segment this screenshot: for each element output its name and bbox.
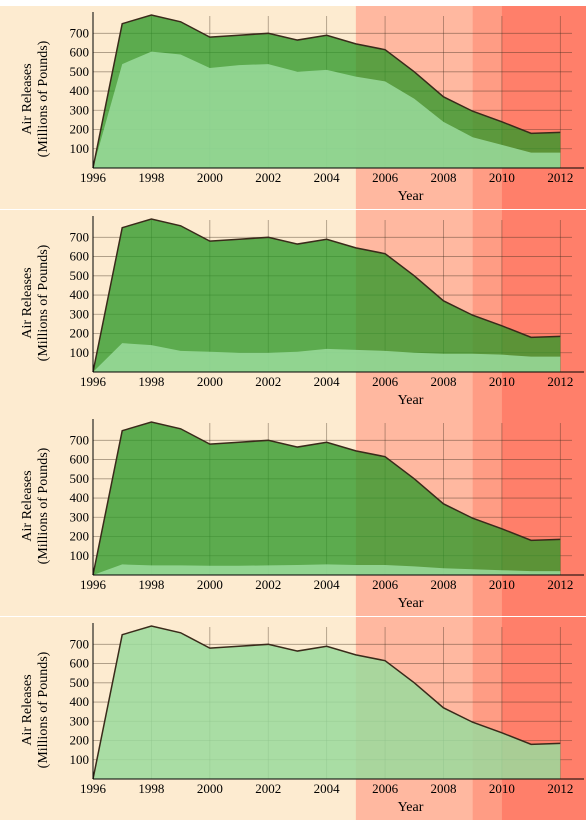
- x-tick-label: 2006: [372, 170, 399, 185]
- y-tick-label: 700: [70, 25, 90, 40]
- y-tick-label: 100: [70, 345, 90, 360]
- series-total-line: [92, 14, 561, 169]
- series-subset-area: [93, 343, 561, 372]
- x-tick-label: 2012: [547, 577, 573, 592]
- y-tick-label: 700: [70, 636, 90, 651]
- area-chart-3: 100 200 300 400 500 600 700 1996 1998 2000 2002 200…: [70, 413, 586, 616]
- x-tick-label: 2004: [314, 577, 341, 592]
- x-tick-label: 1996: [80, 781, 107, 796]
- x-tick-label: 1998: [138, 781, 164, 796]
- area-chart-4: 100 200 300 400 500 600 700 1996 1998 2000 2002 200…: [70, 617, 586, 820]
- series-total-line: [92, 218, 561, 373]
- y-axis-label: Air Releases (Millions of Pounds): [20, 447, 51, 565]
- x-tick-label: 2004: [314, 374, 341, 389]
- shaded-band-3: [501, 6, 586, 209]
- x-tick-label: 2000: [197, 781, 223, 796]
- x-tick-label: 1998: [138, 170, 164, 185]
- y-tick-label: 300: [70, 713, 90, 728]
- x-tick-label: 2002: [255, 781, 281, 796]
- series-subset-area: [93, 51, 561, 168]
- x-axis-label: Year: [398, 800, 424, 815]
- x-tick-label: 1996: [80, 374, 107, 389]
- series-total-area: [93, 626, 561, 779]
- x-tick-label: 2002: [255, 374, 281, 389]
- x-tick-label: 2002: [255, 577, 281, 592]
- series-total-line: [92, 421, 561, 576]
- x-tick-label: 2012: [547, 170, 573, 185]
- y-tick-label: 600: [70, 249, 90, 264]
- y-tick-label: 300: [70, 306, 90, 321]
- series-total-area: [93, 219, 561, 372]
- x-axis-label: Year: [398, 596, 424, 611]
- chart-panel-3: 100 200 300 400 500 600 700 1996 1998 2000 2002 200…: [0, 413, 586, 616]
- x-tick-label: 2008: [430, 577, 456, 592]
- y-tick-label: 300: [70, 102, 90, 117]
- x-tick-label: 2012: [547, 374, 573, 389]
- x-tick-label: 2010: [489, 781, 515, 796]
- y-tick-label: 300: [70, 509, 90, 524]
- y-tick-label: 200: [70, 326, 90, 341]
- x-tick-label: 2010: [489, 577, 515, 592]
- y-tick-label: 700: [70, 432, 90, 447]
- shaded-band-3: [501, 210, 586, 413]
- x-tick-label: 1998: [138, 374, 164, 389]
- x-tick-label: 2008: [430, 170, 456, 185]
- y-tick-label: 500: [70, 471, 90, 486]
- x-tick-label: 2010: [489, 374, 515, 389]
- x-tick-label: 2006: [372, 374, 399, 389]
- series-subset-area: [93, 564, 561, 575]
- y-tick-label: 400: [70, 83, 90, 98]
- x-tick-label: 2006: [372, 577, 399, 592]
- y-tick-label: 400: [70, 490, 90, 505]
- x-axis-label: Year: [398, 189, 424, 204]
- x-tick-label: 2000: [197, 577, 223, 592]
- x-tick-label: 1996: [80, 170, 107, 185]
- series-total-line: [92, 625, 561, 780]
- y-tick-label: 700: [70, 229, 90, 244]
- x-tick-label: 2010: [489, 170, 515, 185]
- y-tick-label: 600: [70, 656, 90, 671]
- x-tick-label: 2008: [430, 374, 456, 389]
- series-total-area: [93, 422, 561, 575]
- x-tick-label: 1998: [138, 577, 164, 592]
- y-tick-label: 100: [70, 752, 90, 767]
- area-chart-2: 100 200 300 400 500 600 700 1996 1998 2000 2002 200…: [70, 210, 586, 413]
- y-tick-label: 200: [70, 122, 90, 137]
- y-tick-label: 400: [70, 694, 90, 709]
- x-tick-label: 2006: [372, 781, 399, 796]
- x-tick-label: 1996: [80, 577, 107, 592]
- y-tick-label: 100: [70, 548, 90, 563]
- y-tick-label: 600: [70, 45, 90, 60]
- y-tick-label: 500: [70, 268, 90, 283]
- area-chart-1: 100 200 300 400 500 600 700 1996 1998 2000 2002 200…: [70, 6, 586, 209]
- x-tick-label: 2008: [430, 781, 456, 796]
- x-axis-label: Year: [398, 393, 424, 408]
- x-tick-label: 2002: [255, 170, 281, 185]
- y-tick-label: 100: [70, 141, 90, 156]
- x-tick-label: 2004: [314, 170, 341, 185]
- chart-panel-1: 100 200 300 400 500 600 700 1996 1998 2000 2002 200…: [0, 6, 586, 209]
- y-tick-label: 200: [70, 733, 90, 748]
- chart-panel-4: 100 200 300 400 500 600 700 1996 1998 2000 2002 200…: [0, 617, 586, 820]
- y-axis-label: Air Releases (Millions of Pounds): [20, 40, 51, 158]
- x-tick-label: 2012: [547, 781, 573, 796]
- y-tick-label: 600: [70, 452, 90, 467]
- y-tick-label: 500: [70, 675, 90, 690]
- y-axis-label: Air Releases (Millions of Pounds): [20, 244, 51, 362]
- x-tick-label: 2000: [197, 374, 223, 389]
- shaded-band-3: [501, 617, 586, 820]
- x-tick-label: 2000: [197, 170, 223, 185]
- x-tick-label: 2004: [314, 781, 341, 796]
- y-tick-label: 200: [70, 529, 90, 544]
- y-tick-label: 500: [70, 64, 90, 79]
- chart-panel-2: 100 200 300 400 500 600 700 1996 1998 2000 2002 200…: [0, 210, 586, 413]
- y-axis-label: Air Releases (Millions of Pounds): [20, 651, 51, 769]
- shaded-band-3: [501, 413, 586, 616]
- y-tick-label: 400: [70, 287, 90, 302]
